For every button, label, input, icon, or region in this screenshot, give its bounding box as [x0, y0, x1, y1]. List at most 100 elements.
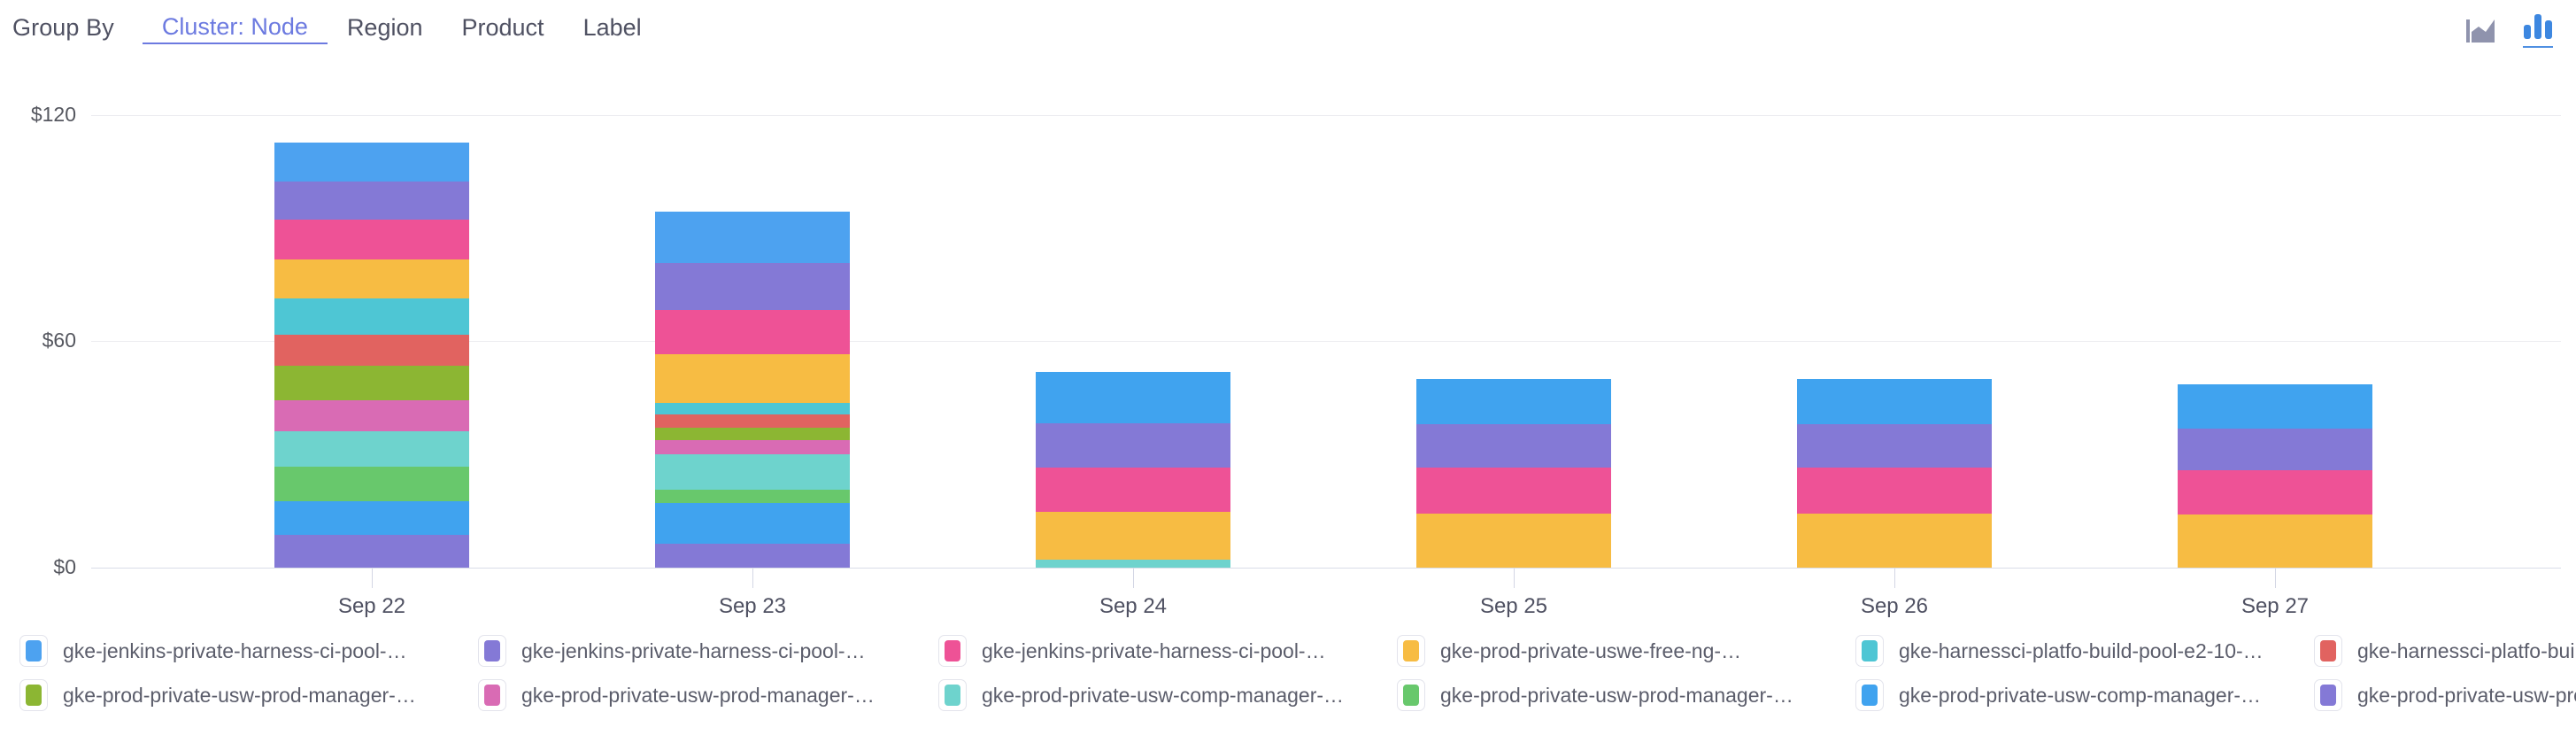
x-axis-tick-label: Sep 22 — [337, 594, 406, 618]
legend-item[interactable]: gke-jenkins-private-harness-ci-pool-… — [478, 635, 866, 667]
x-axis-tick-label: Sep 24 — [1099, 594, 1168, 618]
bar-segment[interactable] — [1797, 379, 1992, 424]
legend-label: gke-prod-private-usw-prod-manager-… — [2357, 683, 2576, 707]
legend-color-swatch — [484, 640, 500, 662]
legend-label: gke-prod-private-usw-prod-manager-… — [1440, 683, 1793, 707]
bar-segment[interactable] — [655, 440, 850, 454]
legend-color-swatch — [2320, 685, 2336, 706]
gridline — [91, 568, 2561, 569]
bar-segment[interactable] — [1036, 372, 1230, 423]
legend-item[interactable]: gke-harnessci-platfo-build-pool-e2-10-… — [2314, 635, 2576, 667]
legend-color-swatch — [26, 685, 42, 706]
gridline — [91, 341, 2561, 342]
bar-segment[interactable] — [274, 400, 469, 431]
bar-segment[interactable] — [655, 544, 850, 568]
bar-sep-26[interactable] — [1797, 55, 1992, 586]
bar-segment[interactable] — [655, 503, 850, 544]
legend-item[interactable]: gke-jenkins-private-harness-ci-pool-… — [19, 635, 407, 667]
bar-segment[interactable] — [274, 535, 469, 568]
stacked-bar-chart: $120 $60 $0 Sep 22 Sep 23 Sep 24 Sep 25 Sep 26… — [0, 55, 2576, 618]
bar-segment[interactable] — [274, 467, 469, 501]
bar-segment[interactable] — [274, 220, 469, 259]
legend-label: gke-prod-private-uswe-free-ng-… — [1440, 638, 1742, 662]
legend-label: gke-jenkins-private-harness-ci-pool-… — [982, 638, 1326, 662]
legend-item[interactable]: gke-prod-private-uswe-free-ng-… — [1397, 635, 1741, 667]
area-chart-icon[interactable] — [2466, 14, 2496, 47]
x-axis-tick-label: Sep 25 — [1479, 594, 1548, 618]
bar-segment[interactable] — [2178, 514, 2372, 568]
legend-item[interactable]: gke-harnessci-platfo-build-pool-e2-10-… — [1855, 635, 2264, 667]
legend-label: gke-prod-private-usw-comp-manager-… — [982, 683, 1345, 707]
legend-swatch-box — [478, 679, 506, 711]
bar-segment[interactable] — [1416, 514, 1611, 568]
legend-label: gke-prod-private-usw-prod-manager-… — [63, 683, 416, 707]
y-axis-tick-label: $120 — [30, 103, 76, 126]
bar-segment[interactable] — [274, 182, 469, 220]
legend-color-swatch — [945, 685, 960, 706]
bar-segment[interactable] — [655, 354, 850, 403]
bar-segment[interactable] — [655, 414, 850, 428]
legend-swatch-box — [1397, 635, 1425, 667]
group-by-tab-cluster-node[interactable]: Cluster: Node — [142, 11, 328, 44]
bar-segment[interactable] — [274, 366, 469, 400]
legend-color-swatch — [1403, 640, 1419, 662]
bar-segment[interactable] — [2178, 384, 2372, 429]
legend-item[interactable]: gke-prod-private-usw-prod-manager-… — [2314, 679, 2576, 711]
bar-segment[interactable] — [655, 212, 850, 263]
bar-segment[interactable] — [1797, 514, 1992, 568]
bar-segment[interactable] — [655, 310, 850, 354]
y-axis-tick-label: $0 — [53, 555, 76, 578]
bar-segment[interactable] — [2178, 470, 2372, 514]
bar-segment[interactable] — [1416, 468, 1611, 514]
group-by-tab-list: Cluster: Node Region Product Label — [142, 11, 661, 44]
bar-segment[interactable] — [274, 259, 469, 298]
bar-segment[interactable] — [655, 263, 850, 310]
bar-segment[interactable] — [274, 143, 469, 182]
bar-segment[interactable] — [2178, 429, 2372, 470]
legend-swatch-box — [19, 679, 48, 711]
bar-segment[interactable] — [1416, 379, 1611, 424]
bar-segment[interactable] — [274, 501, 469, 535]
bar-segment[interactable] — [274, 298, 469, 335]
bar-segment[interactable] — [1797, 424, 1992, 468]
group-by-tab-product[interactable]: Product — [461, 14, 544, 41]
bar-segment[interactable] — [655, 403, 850, 414]
legend-item[interactable]: gke-prod-private-usw-prod-manager-… — [19, 679, 416, 711]
bar-segment[interactable] — [655, 428, 850, 440]
legend-item[interactable]: gke-prod-private-usw-comp-manager-… — [938, 679, 1344, 711]
legend-item[interactable]: gke-prod-private-usw-prod-manager-… — [478, 679, 875, 711]
legend-color-swatch — [1862, 640, 1878, 662]
chart-legend: gke-jenkins-private-harness-ci-pool-… gke… — [0, 631, 2576, 735]
bar-segment[interactable] — [655, 490, 850, 503]
bar-segment[interactable] — [1036, 512, 1230, 560]
bar-sep-23[interactable] — [655, 55, 850, 586]
bar-sep-22[interactable] — [274, 55, 469, 586]
group-by-tab-region[interactable]: Region — [346, 14, 423, 41]
group-by-tab-label[interactable]: Label — [582, 14, 642, 41]
bar-segment[interactable] — [1036, 423, 1230, 468]
legend-item[interactable]: gke-prod-private-usw-prod-manager-… — [1397, 679, 1793, 711]
bar-segment[interactable] — [1036, 560, 1230, 568]
bar-sep-24[interactable] — [1036, 55, 1230, 586]
bar-segment[interactable] — [1036, 468, 1230, 512]
bar-sep-25[interactable] — [1416, 55, 1611, 586]
legend-swatch-box — [19, 635, 48, 667]
legend-swatch-box — [1397, 679, 1425, 711]
group-by-toolbar: Group By Cluster: Node Region Product Label — [0, 0, 2576, 55]
legend-label: gke-prod-private-usw-comp-manager-… — [1899, 683, 2262, 707]
legend-item[interactable]: gke-prod-private-usw-comp-manager-… — [1855, 679, 2261, 711]
legend-color-swatch — [26, 640, 42, 662]
legend-item[interactable]: gke-jenkins-private-harness-ci-pool-… — [938, 635, 1326, 667]
bar-segment[interactable] — [1797, 468, 1992, 514]
bar-segment[interactable] — [655, 454, 850, 490]
x-axis-tick-mark — [1514, 569, 1515, 588]
bar-segment[interactable] — [1416, 424, 1611, 468]
bar-segment[interactable] — [274, 335, 469, 366]
bar-sep-27[interactable] — [2178, 55, 2372, 586]
bar-chart-icon[interactable] — [2523, 12, 2553, 48]
x-axis-tick-mark — [372, 569, 373, 588]
legend-label: gke-prod-private-usw-prod-manager-… — [521, 683, 875, 707]
legend-swatch-box — [2314, 679, 2342, 711]
legend-swatch-box — [478, 635, 506, 667]
bar-segment[interactable] — [274, 431, 469, 467]
